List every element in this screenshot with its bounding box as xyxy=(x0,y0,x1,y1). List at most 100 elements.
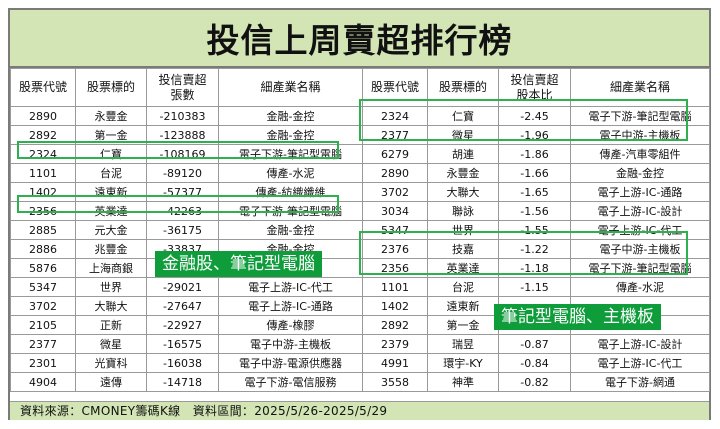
left-name-cell: 第一金 xyxy=(75,125,147,145)
left-code-cell: 2892 xyxy=(10,125,76,145)
left-name-cell: 微星 xyxy=(75,334,147,354)
column-header-left-2: 投信賣超 張數 xyxy=(146,68,219,107)
left-code-cell: 2301 xyxy=(10,353,76,373)
right-code-cell: 3034 xyxy=(362,201,428,221)
right-industry-cell: 電子上游-IC-設計 xyxy=(570,201,710,221)
left-code-cell: 3702 xyxy=(10,296,76,316)
left-value-cell: -36175 xyxy=(146,220,219,240)
left-code-cell: 2886 xyxy=(10,239,76,259)
left-name-cell: 上海商銀 xyxy=(75,258,147,278)
left-industry-cell: 電子中游-主機板 xyxy=(218,334,363,354)
left-value-cell: -108169 xyxy=(146,144,219,164)
left-industry-cell: 電子上游-IC-代工 xyxy=(218,277,363,297)
left-industry-cell: 電子中游-電源供應器 xyxy=(218,353,363,373)
right-industry-cell: 電子下游-筆記型電腦 xyxy=(570,258,710,278)
right-name-cell: 大聯大 xyxy=(427,182,499,202)
right-value-cell: -2.45 xyxy=(498,106,571,126)
table-row: 2885 元大金 -36175 金融-金控 5347 世界 -1.55 電子上游-IC-代工 xyxy=(10,220,710,240)
left-name-cell: 大聯大 xyxy=(75,296,147,316)
column-header-right-2: 投信賣超 股本比 xyxy=(498,68,571,107)
right-industry-cell: 電子下游-筆記型電腦 xyxy=(570,106,710,126)
right-name-cell: 遠東新 xyxy=(427,296,499,316)
right-name-cell: 技嘉 xyxy=(427,239,499,259)
left-value-cell: -42263 xyxy=(146,201,219,221)
left-code-cell: 5876 xyxy=(10,258,76,278)
table-row: 1402 遠東新 -57377 傳產-紡織纖維 3702 大聯大 -1.65 電子上游-IC-… xyxy=(10,182,710,202)
left-industry-cell: 金融-金控 xyxy=(218,125,363,145)
left-name-cell: 光寶科 xyxy=(75,353,147,373)
left-value-cell: -57377 xyxy=(146,182,219,202)
right-code-cell: 4991 xyxy=(362,353,428,373)
left-value-cell: -22927 xyxy=(146,315,219,335)
right-name-cell: 世界 xyxy=(427,220,499,240)
right-name-cell: 英業達 xyxy=(427,258,499,278)
right-code-cell: 5347 xyxy=(362,220,428,240)
right-value-cell: -0.84 xyxy=(498,353,571,373)
column-header-left-0: 股票代號 xyxy=(10,68,76,107)
table-row: 5347 世界 -29021 電子上游-IC-代工 1101 台泥 -1.15 傳產-水泥 xyxy=(10,277,710,297)
right-industry-cell: 傳產-汽車零組件 xyxy=(570,144,710,164)
table-row: 5876 上海商銀 2356 英業達 -1.18 電子下游-筆記型電腦 xyxy=(10,258,710,278)
table-row: 2886 兆豐金 -33837 金融-金控 2376 技嘉 -1.22 電子中游-主機板 xyxy=(10,239,710,259)
right-name-cell: 聯詠 xyxy=(427,201,499,221)
left-industry-cell: 傳產-紡織纖維 xyxy=(218,182,363,202)
source-footer: 資料來源：CMONEY籌碼K線 資料區間：2025/5/26-2025/5/29 xyxy=(10,401,709,420)
right-name-cell: 永豐金 xyxy=(427,163,499,183)
left-value-cell: -123888 xyxy=(146,125,219,145)
table-body: 2890 永豐金 -210383 金融-金控 2324 仁寶 -2.45 電子下游-筆記型電腦… xyxy=(10,106,710,392)
left-code-cell: 4904 xyxy=(10,372,76,392)
left-code-cell: 2324 xyxy=(10,144,76,164)
left-name-cell: 遠東新 xyxy=(75,182,147,202)
left-code-cell: 2885 xyxy=(10,220,76,240)
left-name-cell: 英業達 xyxy=(75,201,147,221)
right-code-cell: 2356 xyxy=(362,258,428,278)
right-value-cell: -1.96 xyxy=(498,125,571,145)
column-header-right-3: 細產業名稱 xyxy=(570,68,710,107)
left-industry-cell: 電子下游-筆記型電腦 xyxy=(218,144,363,164)
table-row: 4904 遠傳 -14718 電子下游-電信服務 3558 神準 -0.82 電子下游-網通 xyxy=(10,372,710,392)
right-industry-cell: 電子下游-網通 xyxy=(570,372,710,392)
right-value-cell: -1.56 xyxy=(498,201,571,221)
right-value-cell: -0.82 xyxy=(498,372,571,392)
left-industry-cell: 金融-金控 xyxy=(218,220,363,240)
right-code-cell: 2890 xyxy=(362,163,428,183)
callout-right: 筆記型電腦、主機板 xyxy=(494,304,661,330)
left-industry-cell: 金融-金控 xyxy=(218,106,363,126)
column-header-right-0: 股票代號 xyxy=(362,68,428,107)
right-value-cell: -1.86 xyxy=(498,144,571,164)
right-code-cell: 2379 xyxy=(362,334,428,354)
left-name-cell: 世界 xyxy=(75,277,147,297)
left-name-cell: 正新 xyxy=(75,315,147,335)
left-code-cell: 2105 xyxy=(10,315,76,335)
right-code-cell: 2377 xyxy=(362,125,428,145)
callout-left: 金融股、筆記型電腦 xyxy=(155,251,322,277)
left-industry-cell: 傳產-橡膠 xyxy=(218,315,363,335)
left-industry-cell: 傳產-水泥 xyxy=(218,163,363,183)
left-value-cell: -210383 xyxy=(146,106,219,126)
page-title: 投信上周賣超排行榜 xyxy=(10,10,709,68)
left-value-cell: -14718 xyxy=(146,372,219,392)
left-value-cell: -16575 xyxy=(146,334,219,354)
left-name-cell: 永豐金 xyxy=(75,106,147,126)
right-value-cell: -1.15 xyxy=(498,277,571,297)
right-name-cell: 環宇-KY xyxy=(427,353,499,373)
right-code-cell: 1402 xyxy=(362,296,428,316)
left-name-cell: 元大金 xyxy=(75,220,147,240)
left-value-cell: -27647 xyxy=(146,296,219,316)
right-name-cell: 微星 xyxy=(427,125,499,145)
table-row: 2356 英業達 -42263 電子下游-筆記型電腦 3034 聯詠 -1.56 電子上游-I… xyxy=(10,201,710,221)
right-industry-cell: 電子上游-IC-設計 xyxy=(570,334,710,354)
left-code-cell: 1101 xyxy=(10,163,76,183)
right-industry-cell: 電子上游-IC-通路 xyxy=(570,182,710,202)
right-code-cell: 2376 xyxy=(362,239,428,259)
right-value-cell: -1.66 xyxy=(498,163,571,183)
column-header-left-1: 股票標的 xyxy=(75,68,147,107)
left-name-cell: 遠傳 xyxy=(75,372,147,392)
left-industry-cell: 電子上游-IC-通路 xyxy=(218,296,363,316)
right-code-cell: 3558 xyxy=(362,372,428,392)
right-name-cell: 胡連 xyxy=(427,144,499,164)
left-industry-cell: 電子下游-筆記型電腦 xyxy=(218,201,363,221)
left-code-cell: 1402 xyxy=(10,182,76,202)
left-value-cell: -16038 xyxy=(146,353,219,373)
right-value-cell: -1.18 xyxy=(498,258,571,278)
